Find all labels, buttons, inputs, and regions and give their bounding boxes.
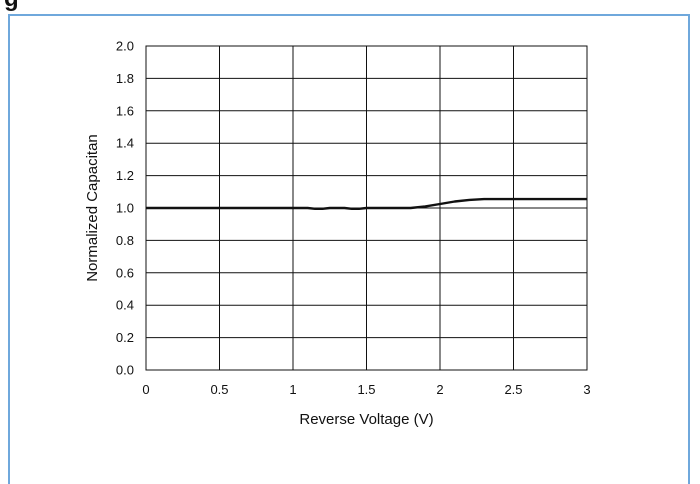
x-tick-label: 2 [436, 382, 443, 397]
figure-caption-text: g [4, 0, 19, 11]
figure-caption: g [0, 0, 700, 14]
y-tick-label: 1.0 [116, 201, 134, 216]
y-tick-label: 0.8 [116, 233, 134, 248]
x-tick-labels: 0 0.5 1 1.5 2 2.5 3 [142, 382, 590, 397]
figure-frame [8, 14, 690, 484]
y-tick-label: 1.2 [116, 168, 134, 183]
y-tick-label: 1.8 [116, 71, 134, 86]
x-tick-label: 0.5 [210, 382, 228, 397]
y-tick-label: 1.4 [116, 136, 134, 151]
y-tick-label: 1.6 [116, 103, 134, 118]
x-tick-label: 1.5 [357, 382, 375, 397]
y-tick-label: 0.2 [116, 330, 134, 345]
series-line [146, 197, 587, 210]
y-axis-label: Normalized Capacitan [84, 134, 101, 282]
x-axis-label: Reverse Voltage (V) [299, 411, 433, 428]
y-tick-labels: 0.0 0.2 0.4 0.6 0.8 1.0 1.2 1.4 1.6 1.8 2.0 [116, 39, 134, 378]
y-tick-label: 2.0 [116, 39, 134, 54]
x-tick-label: 1 [289, 382, 296, 397]
y-tick-label: 0.0 [116, 363, 134, 378]
x-tick-label: 2.5 [504, 382, 522, 397]
x-tick-label: 0 [142, 382, 149, 397]
y-tick-label: 0.4 [116, 298, 134, 313]
x-tick-label: 3 [583, 382, 590, 397]
y-tick-label: 0.6 [116, 265, 134, 280]
